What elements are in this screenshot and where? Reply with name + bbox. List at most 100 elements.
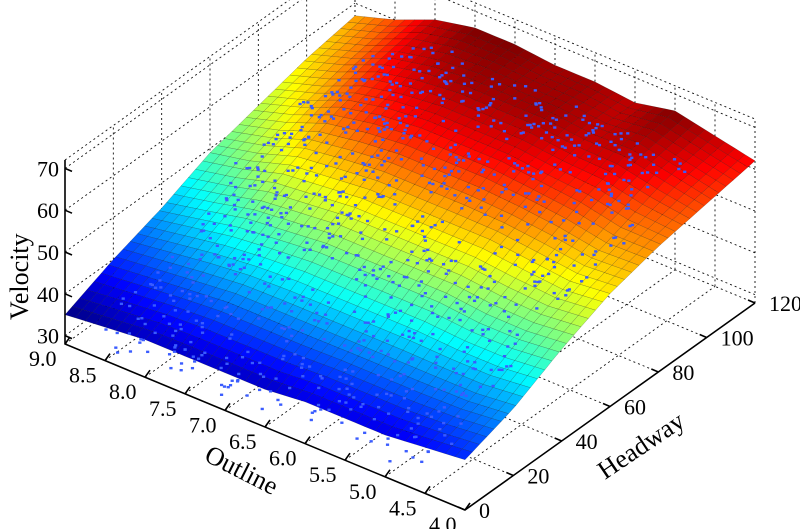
scatter-point: [227, 264, 231, 268]
scatter-point: [327, 232, 331, 235]
scatter-point: [449, 169, 454, 173]
scatter-point: [644, 155, 648, 159]
scatter-point: [449, 259, 453, 263]
scatter-point: [479, 286, 483, 289]
scatter-point: [481, 267, 485, 270]
scatter-point: [366, 321, 370, 324]
scatter-point: [552, 265, 557, 269]
surface-patch: [511, 339, 530, 352]
scatter-point: [308, 303, 312, 306]
scatter-point: [364, 111, 368, 114]
scatter-point: [408, 136, 412, 139]
scatter-point: [282, 354, 286, 358]
scatter-point: [513, 263, 517, 267]
y-tick-mark: [747, 299, 756, 304]
scatter-point: [353, 65, 358, 69]
scatter-point: [635, 142, 639, 145]
scatter-point: [349, 217, 353, 220]
scatter-point: [593, 263, 598, 266]
scatter-point: [286, 222, 291, 225]
surface-patch: [503, 166, 522, 180]
scatter-point: [253, 184, 257, 187]
scatter-point: [502, 183, 506, 187]
scatter-point: [553, 126, 557, 129]
scatter-point: [454, 161, 459, 165]
scatter-point: [448, 153, 452, 156]
scatter-point: [232, 193, 236, 196]
surface-patch: [193, 304, 212, 318]
scatter-point: [338, 94, 342, 97]
scatter-point: [199, 230, 204, 233]
surface-patch: [134, 327, 153, 340]
scatter-point: [402, 372, 406, 376]
scatter-point: [307, 365, 312, 368]
scatter-point: [371, 63, 375, 66]
scatter-point: [626, 164, 630, 167]
scatter-point: [300, 329, 304, 332]
scatter-point: [325, 141, 329, 144]
scatter-point: [334, 162, 338, 165]
scatter-point: [261, 375, 266, 378]
scatter-point: [274, 377, 278, 380]
scatter-point: [421, 164, 425, 167]
scatter-point: [419, 280, 424, 283]
scatter-point: [343, 344, 347, 347]
scatter-point: [376, 127, 380, 130]
scatter-point: [237, 372, 241, 376]
scatter-point: [349, 408, 353, 411]
scatter-point: [299, 129, 303, 132]
scatter-point: [530, 260, 534, 264]
scatter-point: [572, 144, 577, 147]
scatter-point: [258, 263, 263, 266]
scatter-point: [260, 308, 264, 311]
scatter-point: [363, 196, 367, 199]
scatter-point: [564, 114, 568, 117]
scatter-point: [309, 166, 313, 170]
scatter-point: [445, 187, 449, 190]
surface-patch: [520, 296, 539, 311]
scatter-point: [146, 350, 150, 354]
x-tick-label: 5.5: [309, 462, 337, 487]
scatter-point: [377, 405, 381, 409]
scatter-point: [554, 118, 559, 121]
scatter-point: [305, 241, 309, 244]
scatter-point: [376, 176, 380, 179]
scatter-point: [315, 311, 319, 315]
scatter-point: [494, 302, 498, 305]
scatter-point: [269, 306, 273, 309]
scatter-point: [173, 309, 177, 312]
scatter-point: [587, 132, 591, 135]
x-tick-mark: [464, 502, 471, 511]
surface-patch: [512, 384, 531, 397]
scatter-point: [189, 340, 193, 344]
scatter-point: [413, 115, 418, 118]
scatter-point: [323, 313, 328, 316]
scatter-point: [282, 194, 287, 197]
scatter-point: [319, 374, 323, 378]
scatter-point: [300, 224, 304, 228]
scatter-point: [556, 139, 560, 142]
scatter-point: [393, 203, 397, 206]
scatter-point: [646, 171, 650, 174]
scatter-point: [617, 199, 621, 203]
scatter-point: [311, 288, 315, 291]
scatter-point: [300, 125, 304, 129]
scatter-point: [223, 306, 227, 310]
surface-patch: [499, 322, 517, 336]
scatter-point: [569, 138, 574, 141]
surface-patch: [611, 257, 630, 270]
scatter-point: [391, 280, 395, 284]
scatter-point: [387, 184, 391, 187]
scatter-point: [287, 277, 291, 281]
scatter-point: [114, 346, 118, 349]
scatter-point: [341, 190, 345, 193]
scatter-point: [159, 286, 163, 289]
scatter-point: [395, 81, 399, 85]
scatter-point: [342, 108, 346, 111]
z-tick-mark: [64, 293, 73, 298]
scatter-point: [358, 268, 362, 271]
scatter-point: [308, 248, 312, 251]
scatter-point: [377, 195, 381, 198]
scatter-point: [556, 297, 560, 300]
scatter-point: [327, 408, 331, 411]
